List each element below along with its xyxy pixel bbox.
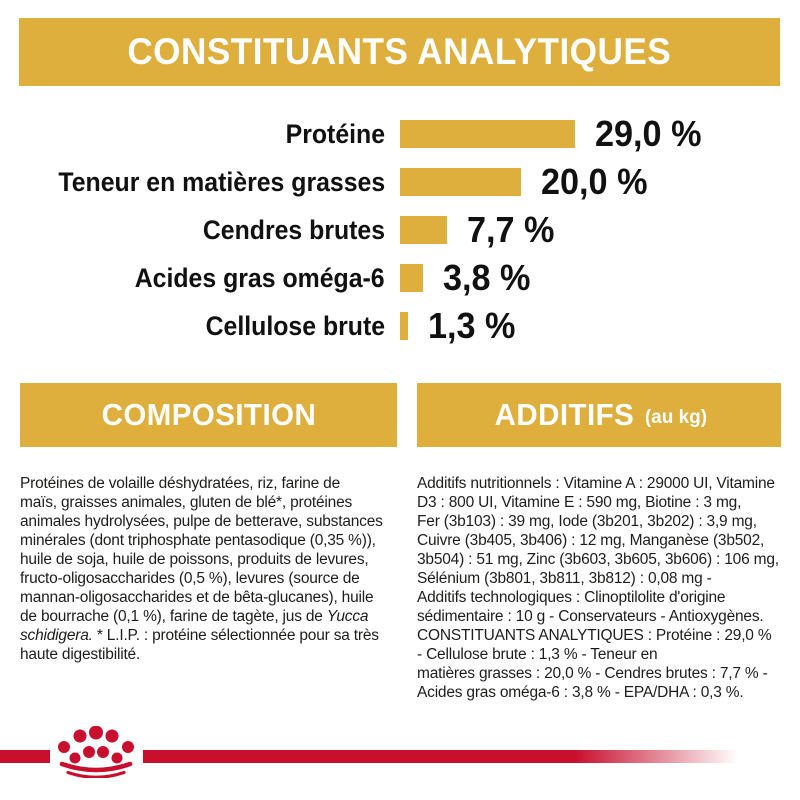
chart-category-label: Acides gras oméga-6 [135, 262, 385, 293]
species-name-italic: Yucca schidigera. [20, 607, 369, 644]
royal-canin-crown-icon [58, 726, 134, 778]
composition-text: Protéines de volaille déshydratées, riz,… [20, 474, 400, 664]
composition-text-segment: * L.I.P. : protéine sélectionnée pour sa… [20, 626, 379, 663]
chart-row: Acides gras oméga-6 3,8 % [0, 254, 800, 302]
analytical-constituents-title: CONSTITUANTS ANALYTIQUES [127, 31, 672, 72]
chart-bar [400, 120, 575, 148]
additifs-title: ADDITIFS [494, 397, 635, 432]
chart-value-label: 7,7 % [467, 209, 555, 250]
chart-row: Cellulose brute 1,3 % [0, 302, 800, 350]
chart-row: Teneur en matières grasses 20,0 % [0, 158, 800, 206]
chart-row: Cendres brutes 7,7 % [0, 206, 800, 254]
additifs-text: Additifs nutritionnels : Vitamine A : 29… [417, 474, 779, 701]
chart-value-label: 29,0 % [595, 113, 702, 154]
chart-value-label: 1,3 % [428, 305, 516, 346]
chart-bar [400, 312, 408, 340]
chart-value-label: 20,0 % [541, 161, 648, 202]
chart-category-label: Cellulose brute [205, 310, 385, 341]
composition-text-segment: Protéines de volaille déshydratées, riz,… [20, 474, 383, 625]
chart-bar [400, 216, 447, 244]
chart-bar [400, 264, 423, 292]
composition-title: COMPOSITION [101, 397, 316, 432]
chart-category-label: Cendres brutes [202, 214, 385, 245]
chart-category-label: Teneur en matières grasses [58, 166, 385, 197]
chart-value-label: 3,8 % [443, 257, 531, 298]
chart-category-label: Protéine [285, 118, 385, 149]
chart-row: Protéine 29,0 % [0, 110, 800, 158]
additifs-header: ADDITIFS (au kg) [417, 383, 781, 447]
footer-red-line-right [143, 750, 744, 763]
footer-red-line-left [0, 750, 50, 763]
analytical-constituents-header: CONSTITUANTS ANALYTIQUES [19, 18, 780, 86]
analytical-constituents-chart: Protéine 29,0 % Teneur en matières grasses… [0, 110, 800, 350]
chart-bar [400, 168, 521, 196]
composition-header: COMPOSITION [20, 383, 397, 447]
additifs-subtitle: (au kg) [644, 407, 708, 428]
